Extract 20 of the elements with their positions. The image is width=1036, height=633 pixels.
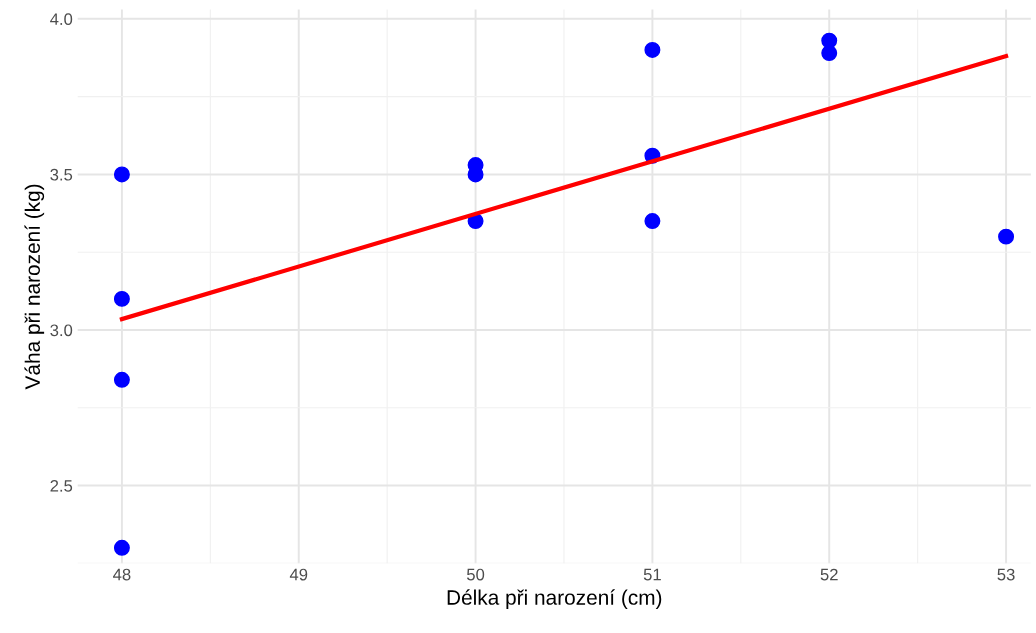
x-tick-label: 51 — [643, 568, 661, 581]
y-axis-title: Váha při narození (kg) — [24, 184, 45, 390]
x-tick-label: 52 — [820, 568, 838, 581]
x-tick-label: 48 — [113, 568, 131, 581]
x-tick-label: 50 — [466, 568, 485, 581]
point — [644, 41, 661, 58]
point — [644, 213, 661, 230]
point — [998, 228, 1015, 245]
y-tick-label: 3.5 — [50, 168, 73, 181]
point — [821, 45, 838, 62]
x-tick-label: 53 — [997, 568, 1015, 581]
point — [113, 166, 130, 183]
x-tick-label: 49 — [289, 568, 308, 581]
point — [113, 290, 130, 307]
y-tick-label: 2.5 — [50, 479, 73, 492]
point — [113, 539, 130, 556]
y-tick-label: 4.0 — [50, 13, 73, 26]
y-tick-label: 3.0 — [50, 324, 73, 337]
point — [113, 371, 130, 388]
x-axis-title: Délka při narození (cm) — [447, 589, 662, 609]
